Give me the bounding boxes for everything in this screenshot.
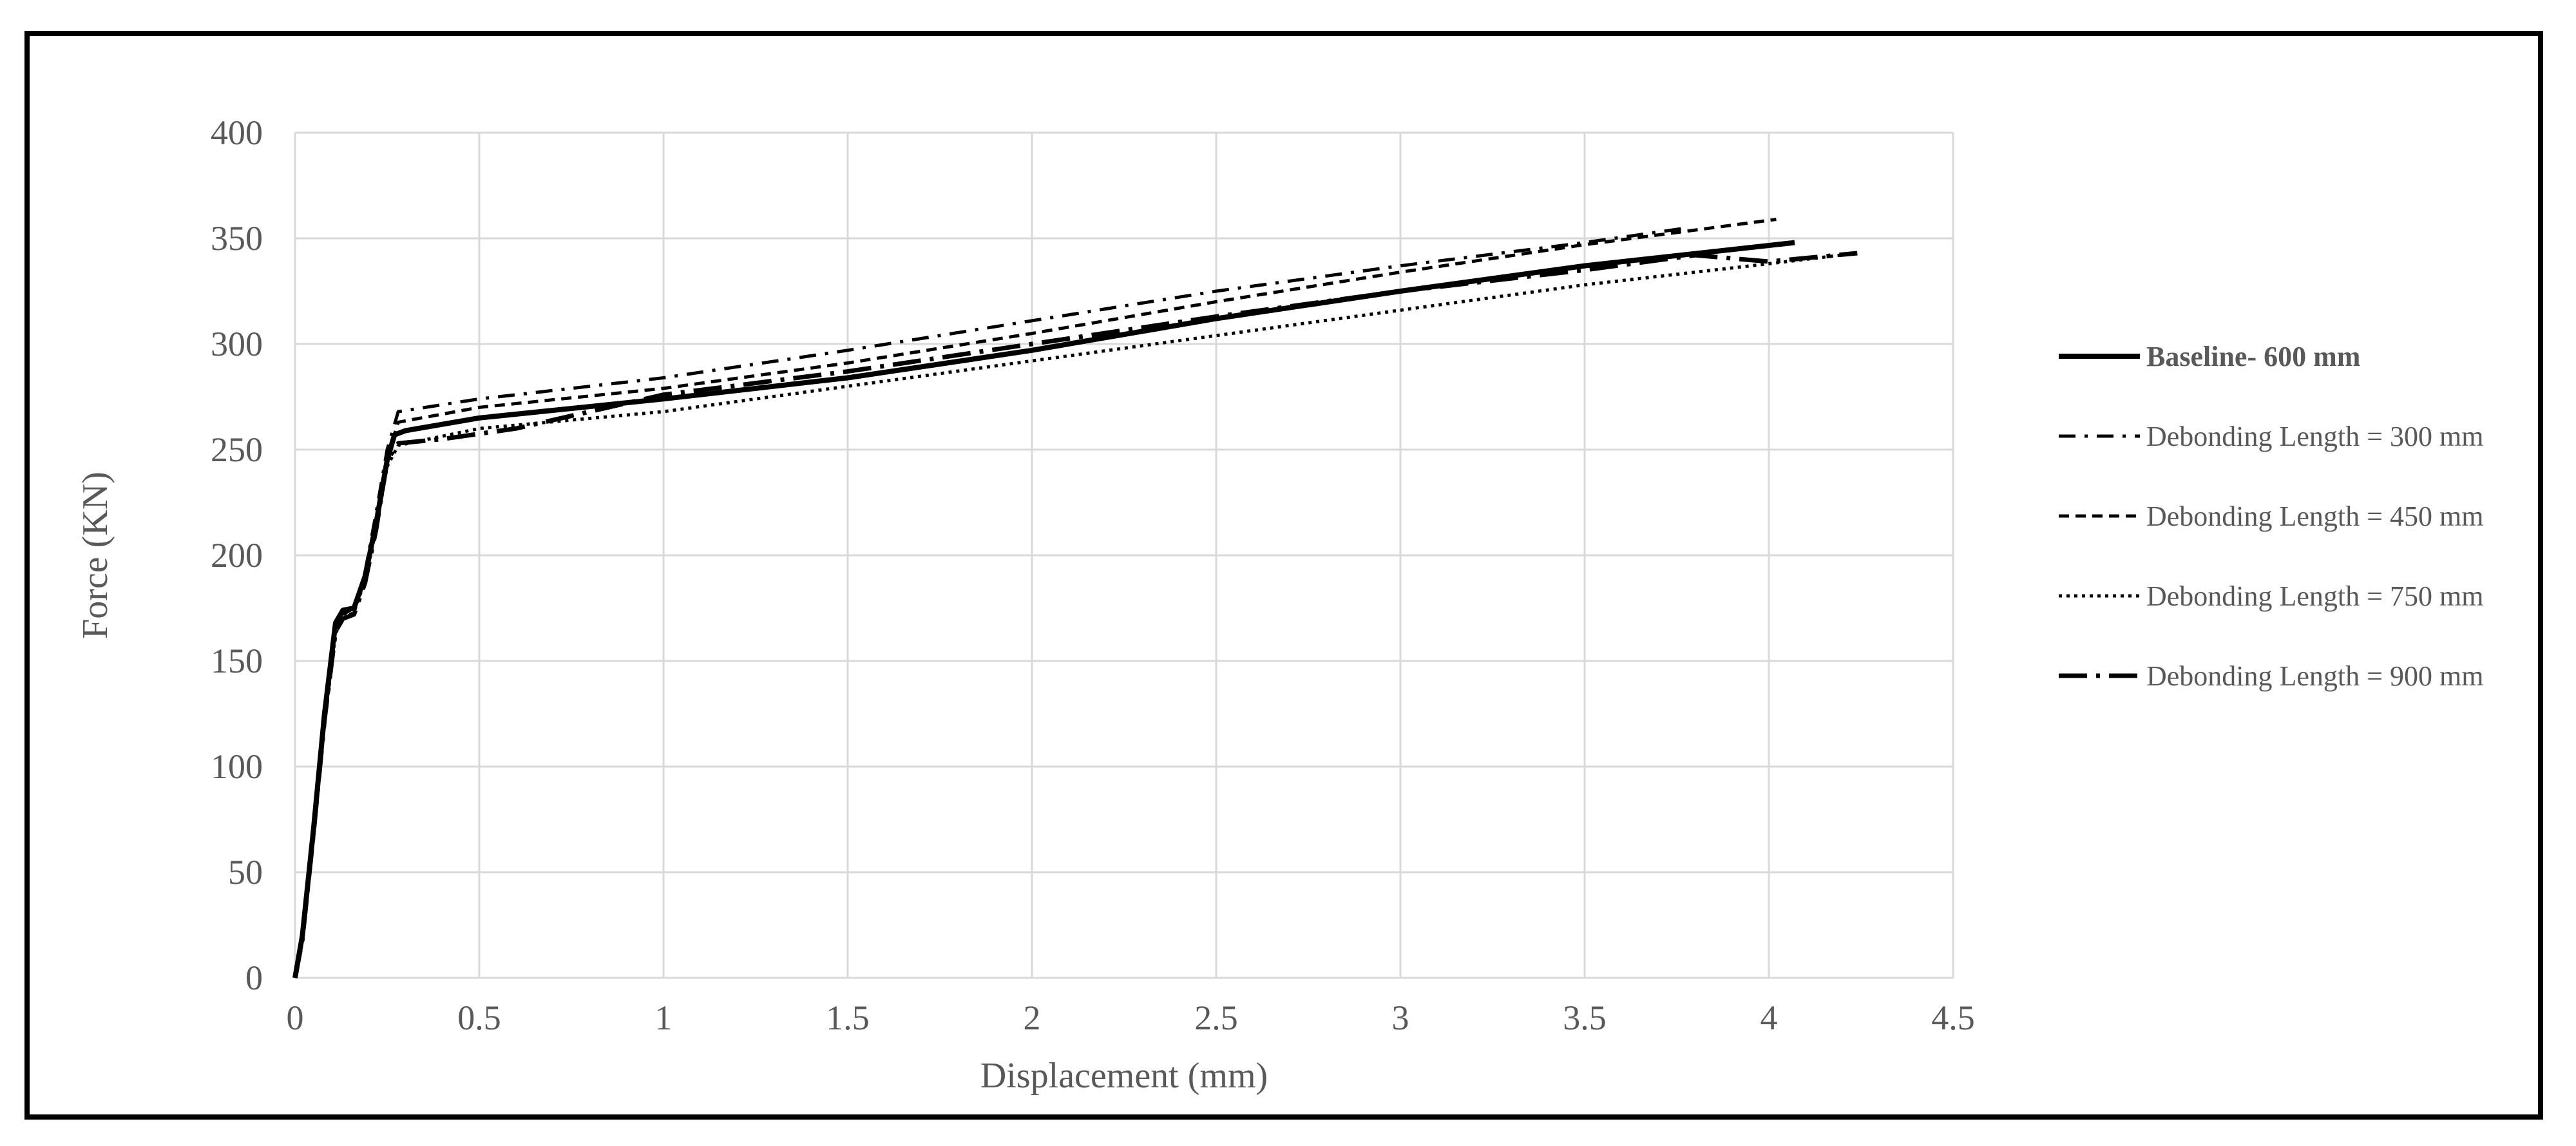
y-tick-label: 200: [211, 536, 263, 575]
y-axis-title: Force (KN): [75, 472, 115, 639]
series-line: [293, 218, 1777, 979]
y-tick-label: 100: [211, 747, 263, 786]
force-displacement-chart: 0 0.5 1 1.5 2 2.5 3 3.5 4 4.5 0 50 100 150 200 250 300 3…: [75, 113, 2483, 1096]
x-tick-label: 2.5: [1194, 998, 1238, 1037]
y-tick-label: 150: [211, 642, 263, 680]
x-tick-label: 4: [1760, 998, 1778, 1037]
y-tick-label: 300: [211, 325, 263, 363]
y-tick-label: 0: [245, 959, 263, 997]
y-tick-label: 50: [228, 853, 263, 892]
x-tick-labels: 0 0.5 1 1.5 2 2.5 3 3.5 4 4.5: [287, 998, 1975, 1037]
legend-label: Baseline- 600 mm: [2146, 341, 2360, 372]
series-layer: [292, 218, 1858, 979]
y-tick-label: 400: [211, 113, 263, 152]
chart-frame: 0 0.5 1 1.5 2 2.5 3 3.5 4 4.5 0 50 100 150 200 250 300 3…: [24, 31, 2543, 1120]
x-tick-label: 3: [1392, 998, 1409, 1037]
series-line: [292, 251, 1858, 979]
y-tick-label: 250: [211, 430, 263, 469]
legend-label: Debonding Length = 450 mm: [2146, 501, 2483, 532]
x-tick-label: 0.5: [457, 998, 501, 1037]
legend-label: Debonding Length = 900 mm: [2146, 660, 2483, 692]
x-tick-label: 1: [655, 998, 673, 1037]
x-tick-label: 0: [287, 998, 304, 1037]
x-tick-label: 2: [1024, 998, 1041, 1037]
series-line: [293, 251, 1858, 979]
x-tick-label: 1.5: [826, 998, 870, 1037]
y-tick-labels: 0 50 100 150 200 250 300 350 400: [211, 113, 263, 997]
x-axis-title: Displacement (mm): [980, 1056, 1268, 1096]
x-tick-label: 3.5: [1563, 998, 1607, 1037]
y-tick-label: 350: [211, 219, 263, 258]
series-line: [292, 240, 1795, 979]
series-line: [293, 226, 1688, 979]
legend: Baseline- 600 mm Debonding Length = 300 m…: [2059, 341, 2483, 692]
x-tick-label: 4.5: [1931, 998, 1975, 1037]
legend-label: Debonding Length = 300 mm: [2146, 421, 2483, 452]
grid: [294, 131, 1954, 979]
legend-label: Debonding Length = 750 mm: [2146, 580, 2483, 612]
